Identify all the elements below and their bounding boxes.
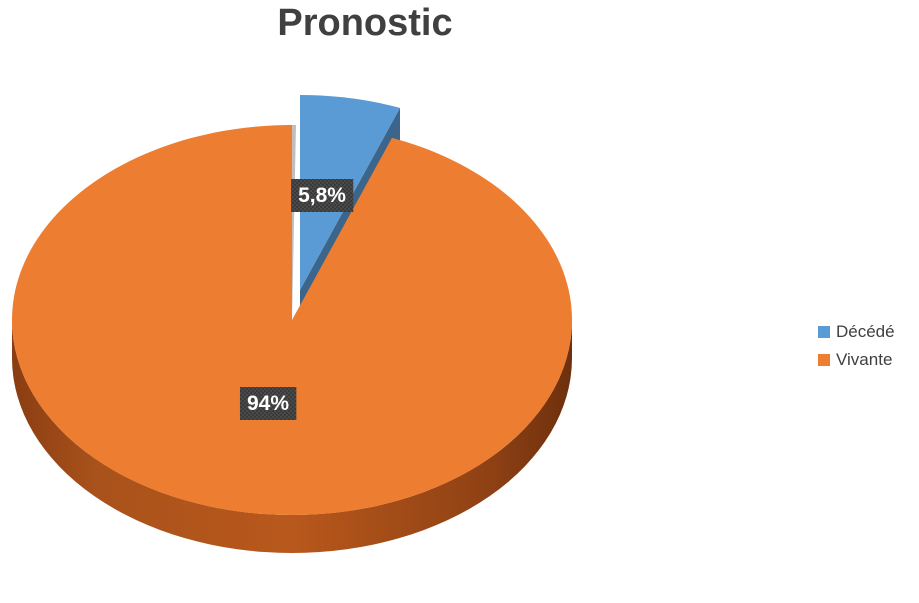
- legend-item-vivante: Vivante: [818, 346, 895, 374]
- pie-data-labels: 5,8% 94%: [239, 179, 354, 420]
- legend: Décédé Vivante: [818, 318, 895, 374]
- legend-label-decede: Décédé: [836, 322, 895, 341]
- legend-item-decede: Décédé: [818, 318, 895, 346]
- chart-title: Pronostic: [277, 2, 453, 44]
- legend-label-vivante: Vivante: [836, 350, 893, 369]
- pie-side-vivante: [12, 320, 572, 553]
- data-label-text-vivante: 94%: [247, 392, 289, 415]
- data-label-text-decede: 5,8%: [298, 184, 346, 207]
- data-label-decede: 5,8%: [291, 179, 354, 212]
- data-label-box-decede: [291, 179, 354, 212]
- legend-swatch-decede: [818, 326, 830, 338]
- pie-slices: [12, 95, 573, 553]
- pie-slice-vivante: [12, 125, 573, 515]
- data-label-box-vivante: [239, 387, 297, 420]
- data-label-vivante: 94%: [239, 387, 297, 420]
- legend-swatch-vivante: [818, 354, 830, 366]
